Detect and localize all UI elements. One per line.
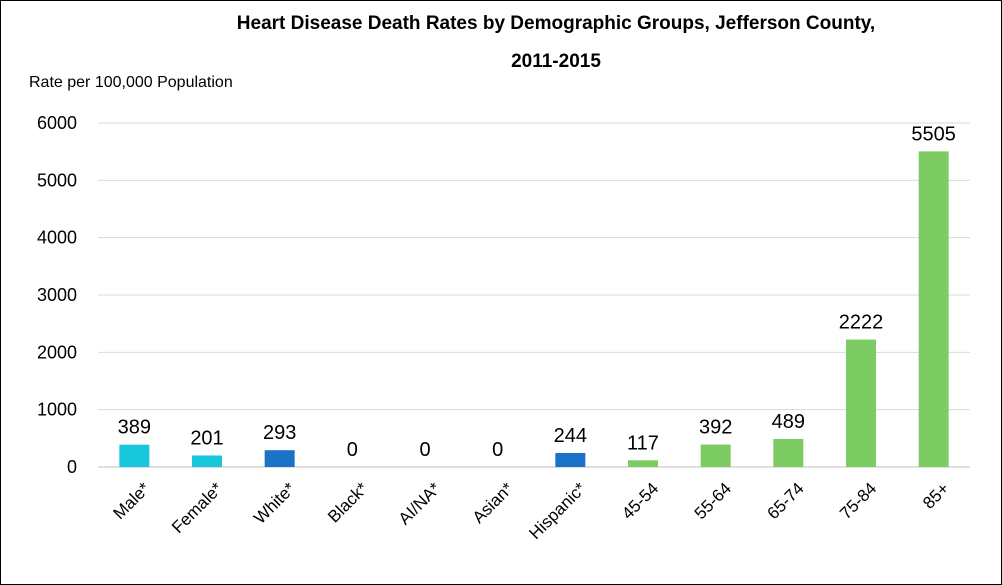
x-tick-label: 75-84: [836, 479, 880, 523]
data-label: 293: [263, 422, 296, 444]
x-tick-label: AI/NA*: [395, 479, 445, 529]
data-label: 489: [772, 411, 805, 433]
x-tick-label: Black*: [324, 479, 372, 527]
x-tick-label: 85+: [919, 479, 953, 513]
bar-1: [192, 455, 222, 467]
x-tick-label: 65-74: [763, 479, 807, 523]
bar-7: [628, 460, 658, 467]
data-label: 201: [190, 427, 223, 449]
data-label: 2222: [839, 312, 884, 334]
bars: [119, 151, 949, 467]
x-tick-label: Hispanic*: [525, 479, 589, 543]
y-tick-label: 4000: [37, 228, 77, 248]
data-label: 392: [699, 417, 732, 439]
bar-9: [773, 438, 804, 467]
x-tick-label: Male*: [109, 479, 153, 523]
data-labels: 389 201 293 0 0 0 244 117 392 489 2222 5505: [118, 123, 956, 461]
x-tick-label: White*: [250, 479, 299, 528]
x-tick-label: 45-54: [618, 479, 662, 523]
bar-8: [700, 444, 731, 467]
bar-6: [555, 453, 586, 467]
x-tick-label: 55-64: [691, 479, 735, 523]
data-label: 244: [554, 425, 587, 447]
data-label: 0: [347, 439, 358, 461]
y-tick-label: 0: [67, 457, 77, 477]
data-label: 117: [627, 432, 659, 454]
y-axis-ticks: 0 1000 2000 3000 4000 5000 6000: [37, 113, 77, 477]
y-axis-label: Rate per 100,000 Population: [29, 74, 233, 91]
y-tick-label: 5000: [37, 170, 77, 190]
data-label: 5505: [911, 123, 956, 145]
y-tick-label: 6000: [37, 113, 77, 133]
x-axis-ticks: Male* Female* White* Black* AI/NA* Asian* Hisp…: [109, 479, 953, 543]
y-tick-label: 2000: [37, 342, 77, 362]
bar-2: [264, 450, 295, 467]
bar-10: [846, 339, 876, 467]
data-label: 0: [492, 439, 503, 461]
y-tick-label: 1000: [37, 400, 77, 420]
data-label: 389: [118, 417, 151, 439]
chart-title-line-1: Heart Disease Death Rates by Demographic…: [237, 13, 875, 34]
data-label: 0: [419, 439, 430, 461]
x-tick-label: Asian*: [469, 479, 517, 527]
bar-11: [918, 151, 949, 467]
gridlines: [98, 122, 970, 468]
chart-title-line-2: 2011-2015: [511, 51, 601, 72]
x-tick-label: Female*: [168, 479, 226, 537]
y-tick-label: 3000: [37, 285, 77, 305]
bar-0: [119, 444, 150, 467]
